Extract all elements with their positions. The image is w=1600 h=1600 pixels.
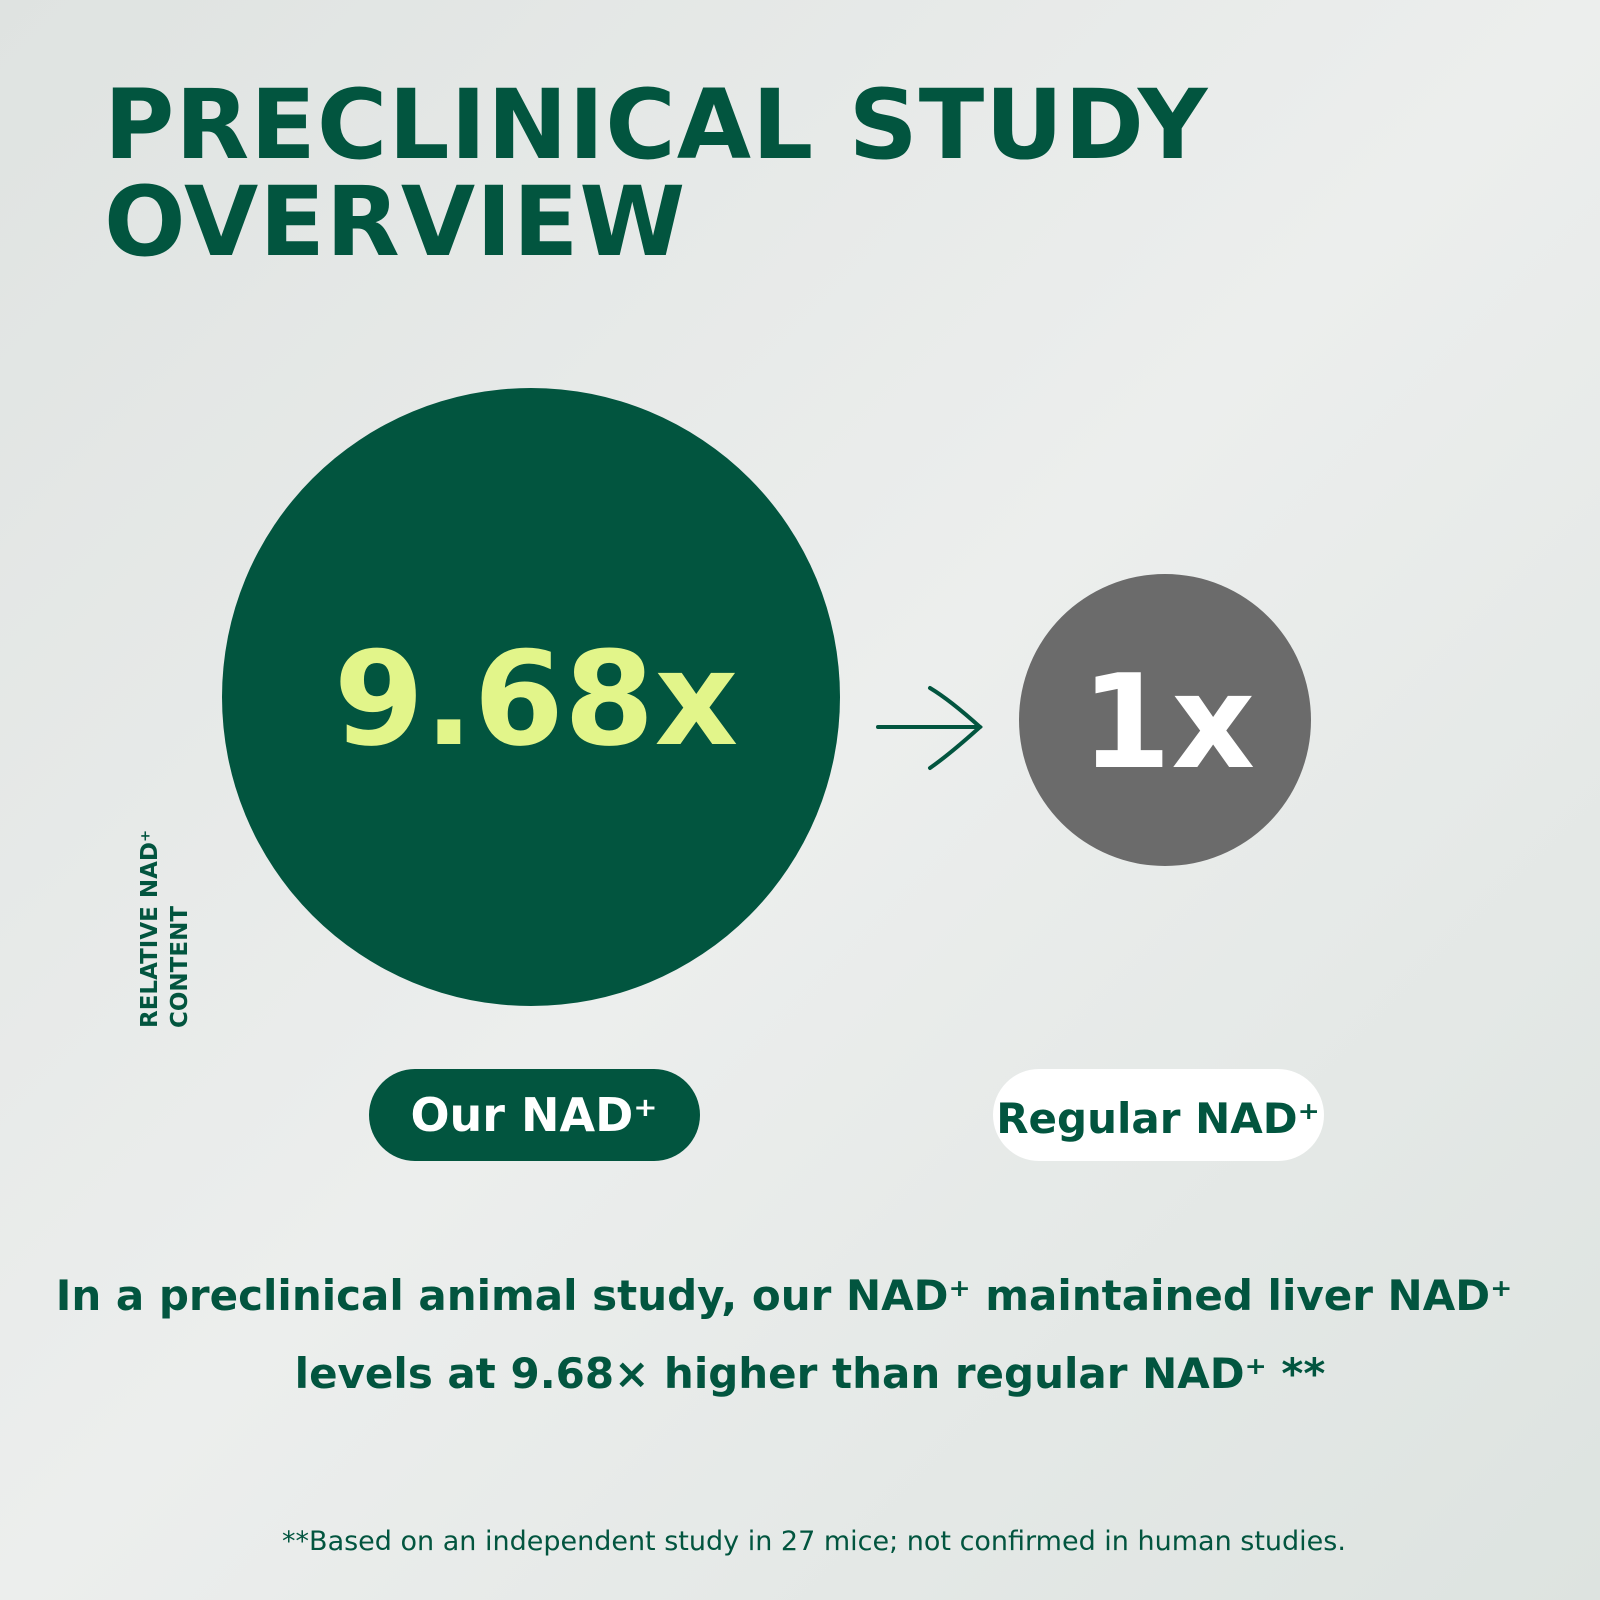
regular-circle [1019,574,1311,866]
arrow [876,686,983,770]
regular-value: 1x [1081,646,1255,798]
our-pill [369,1069,700,1161]
title-line: OVERVIEW [104,166,686,278]
regular-pill [993,1069,1324,1161]
our-label: Our NAD⁺ [410,1088,657,1142]
footnote: **Based on an independent study in 27 mi… [282,1526,1346,1557]
our-circle [222,388,840,1006]
regular-label: Regular NAD⁺ [996,1094,1320,1143]
body-line: In a preclinical animal study, our NAD⁺ … [56,1271,1513,1320]
our-value: 9.68x [334,623,739,775]
axis-label: RELATIVE NAD⁺ CONTENT [137,830,193,1028]
body-line: levels at 9.68× higher than regular NAD⁺… [295,1349,1326,1398]
title-line: PRECLINICAL STUDY [104,69,1209,181]
axis-label-line: CONTENT [167,906,193,1028]
axis-label-line: RELATIVE NAD⁺ [137,830,163,1028]
